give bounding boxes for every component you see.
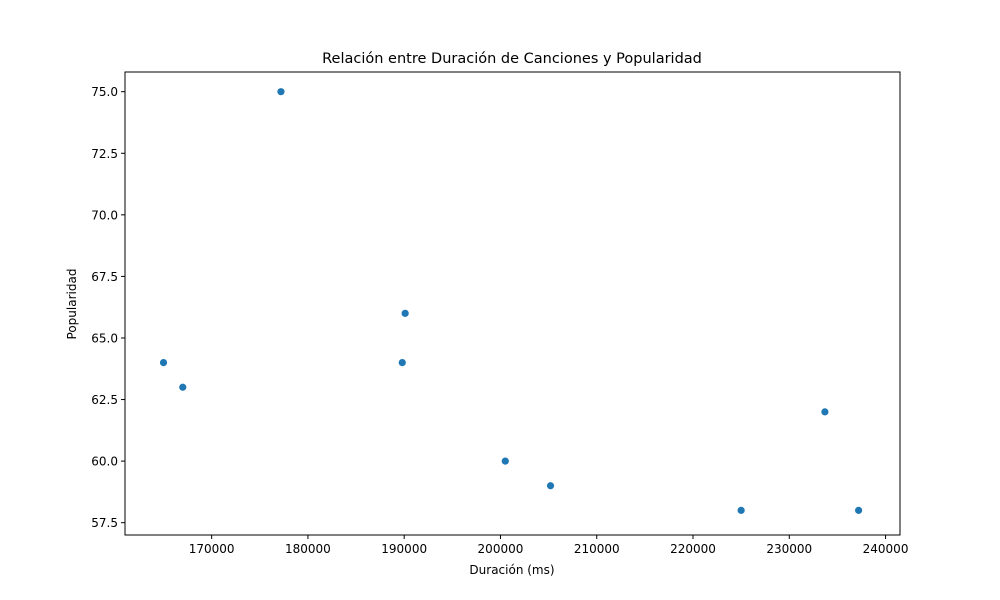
data-point bbox=[398, 359, 406, 367]
x-tick-label: 170000 bbox=[189, 542, 235, 556]
y-tick-label: 65.0 bbox=[91, 331, 118, 345]
data-point bbox=[179, 383, 187, 391]
x-tick-label: 230000 bbox=[766, 542, 812, 556]
y-tick-label: 57.5 bbox=[91, 516, 118, 530]
data-point bbox=[546, 482, 555, 490]
data-point bbox=[501, 457, 509, 465]
data-point bbox=[855, 506, 863, 514]
data-points bbox=[159, 88, 863, 514]
data-point bbox=[737, 506, 745, 514]
y-axis-label: Popularidad bbox=[65, 269, 79, 340]
y-tick-label: 60.0 bbox=[91, 455, 118, 469]
x-axis-label: Duración (ms) bbox=[469, 563, 554, 577]
data-point bbox=[159, 359, 168, 367]
y-tick-label: 62.5 bbox=[91, 393, 118, 407]
chart-title: Relación entre Duración de Canciones y P… bbox=[322, 51, 702, 67]
data-point bbox=[401, 309, 409, 317]
x-tick-label: 210000 bbox=[574, 542, 620, 556]
data-point bbox=[277, 88, 285, 96]
x-axis: 170000 180000 190000 200000 210000 220000 2300… bbox=[189, 535, 909, 556]
y-tick-label: 70.0 bbox=[91, 208, 118, 222]
x-tick-label: 190000 bbox=[381, 542, 427, 556]
x-tick-label: 180000 bbox=[285, 542, 331, 556]
plot-frame bbox=[124, 71, 901, 536]
y-tick-label: 72.5 bbox=[91, 147, 118, 161]
y-tick-label: 67.5 bbox=[91, 270, 118, 284]
y-tick-label: 75.0 bbox=[91, 85, 118, 99]
x-tick-label: 240000 bbox=[863, 542, 909, 556]
x-tick-label: 200000 bbox=[478, 542, 524, 556]
plot-area: 170000 180000 190000 200000 210000 220000 2300… bbox=[91, 71, 909, 556]
data-point bbox=[821, 408, 829, 416]
y-axis: 57.5 60.0 62.5 65.0 67.5 70.0 72.5 75.0 bbox=[91, 85, 125, 530]
x-tick-label: 220000 bbox=[670, 542, 716, 556]
